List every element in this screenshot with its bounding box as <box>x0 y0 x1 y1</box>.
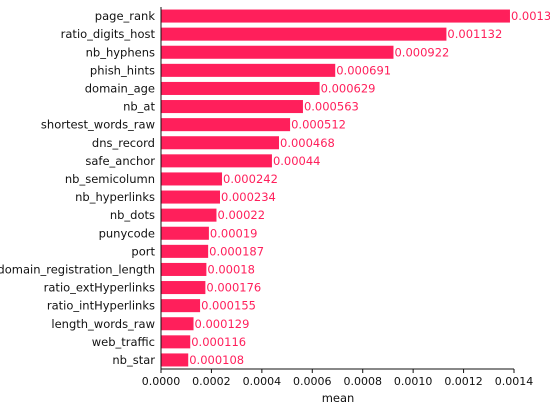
value-label: 0.00044 <box>273 154 321 168</box>
value-label: 0.000108 <box>189 353 244 367</box>
value-label: 0.000176 <box>206 281 261 295</box>
category-label: ratio_intHyperlinks <box>47 299 155 313</box>
category-label: shortest_words_raw <box>41 118 155 132</box>
category-label: ratio_extHyperlinks <box>44 281 155 295</box>
value-label: 0.000187 <box>209 244 264 258</box>
bar-port <box>161 244 209 258</box>
bar-nb_hyperlinks <box>161 190 221 204</box>
bar-length_words_raw <box>161 317 194 331</box>
value-label: 0.000563 <box>304 100 359 114</box>
bar-nb_hyphens <box>161 45 394 59</box>
x-tick-label: 0.0010 <box>394 375 433 388</box>
category-label: nb_semicolumn <box>65 172 155 186</box>
value-label: 0.000155 <box>201 299 256 313</box>
category-labels-group: page_rank ratio_digits_host nb_hyphensphis… <box>0 9 155 367</box>
category-label: nb_star <box>112 353 155 367</box>
category-label: length_words_raw <box>51 317 155 331</box>
value-label: 0.000129 <box>195 317 250 331</box>
value-label: 0.000242 <box>223 172 278 186</box>
x-tick-label: 0.0008 <box>343 375 382 388</box>
bar-safe_anchor <box>161 154 272 168</box>
value-label: 0.000922 <box>394 45 449 59</box>
value-label: 0.00022 <box>217 208 265 222</box>
bar-domain_registration_length <box>161 262 207 276</box>
value-label: 0.000468 <box>280 136 335 150</box>
category-label: nb_hyphens <box>86 45 155 59</box>
category-label: nb_hyperlinks <box>75 190 155 204</box>
category-label: domain_registration_length <box>0 262 155 276</box>
category-label: punycode <box>99 226 155 240</box>
value-label: 0.000234 <box>221 190 276 204</box>
value-label: 0.001384 <box>511 9 550 23</box>
category-label: ratio_digits_host <box>61 27 156 41</box>
bar-ratio_intHyperlinks <box>161 299 201 313</box>
value-label: 0.00019 <box>210 226 258 240</box>
category-label: page_rank <box>95 9 156 23</box>
category-label: safe_anchor <box>85 154 155 168</box>
bar-dns_record <box>161 136 280 150</box>
x-tick-label: 0.0004 <box>243 375 282 388</box>
bar-punycode <box>161 226 209 240</box>
bar-nb_at <box>161 100 303 114</box>
category-label: port <box>131 244 155 258</box>
bar-nb_star <box>161 353 189 367</box>
bar-phish_hints <box>161 63 336 77</box>
category-label: phish_hints <box>90 63 155 77</box>
bar-nb_semicolumn <box>161 172 223 186</box>
x-tick-label: 0.0012 <box>444 375 483 388</box>
axes-group <box>160 7 514 370</box>
category-label: web_traffic <box>92 335 155 349</box>
x-tick-label: 0.0006 <box>293 375 332 388</box>
x-tick-label: 0.0014 <box>495 375 534 388</box>
x-tick-label: 0.0002 <box>192 375 231 388</box>
bar-domain_age <box>161 81 320 95</box>
x-axis-title: mean <box>322 391 355 405</box>
value-label: 0.00018 <box>207 262 255 276</box>
value-label: 0.000691 <box>336 63 391 77</box>
category-label: dns_record <box>92 136 155 150</box>
bar-web_traffic <box>161 335 191 349</box>
value-label: 0.000116 <box>191 335 246 349</box>
bar-nb_dots <box>161 208 217 222</box>
bar-shortest_words_raw <box>161 118 291 132</box>
category-label: domain_age <box>85 81 155 95</box>
bar-page_rank <box>161 9 510 23</box>
x-ticks-group: 0.0000 0.0002 0.0004 0.0006 0.0008 0.0010 0.00… <box>142 369 534 388</box>
value-label: 0.001132 <box>447 27 502 41</box>
value-label: 0.000629 <box>321 81 376 95</box>
value-label: 0.000512 <box>291 118 346 132</box>
bar-ratio_extHyperlinks <box>161 281 206 295</box>
x-tick-label: 0.0000 <box>142 375 181 388</box>
category-label: nb_at <box>123 100 155 114</box>
bar-ratio_digits_host <box>161 27 447 41</box>
bars-group <box>161 9 510 367</box>
category-label: nb_dots <box>110 208 155 222</box>
